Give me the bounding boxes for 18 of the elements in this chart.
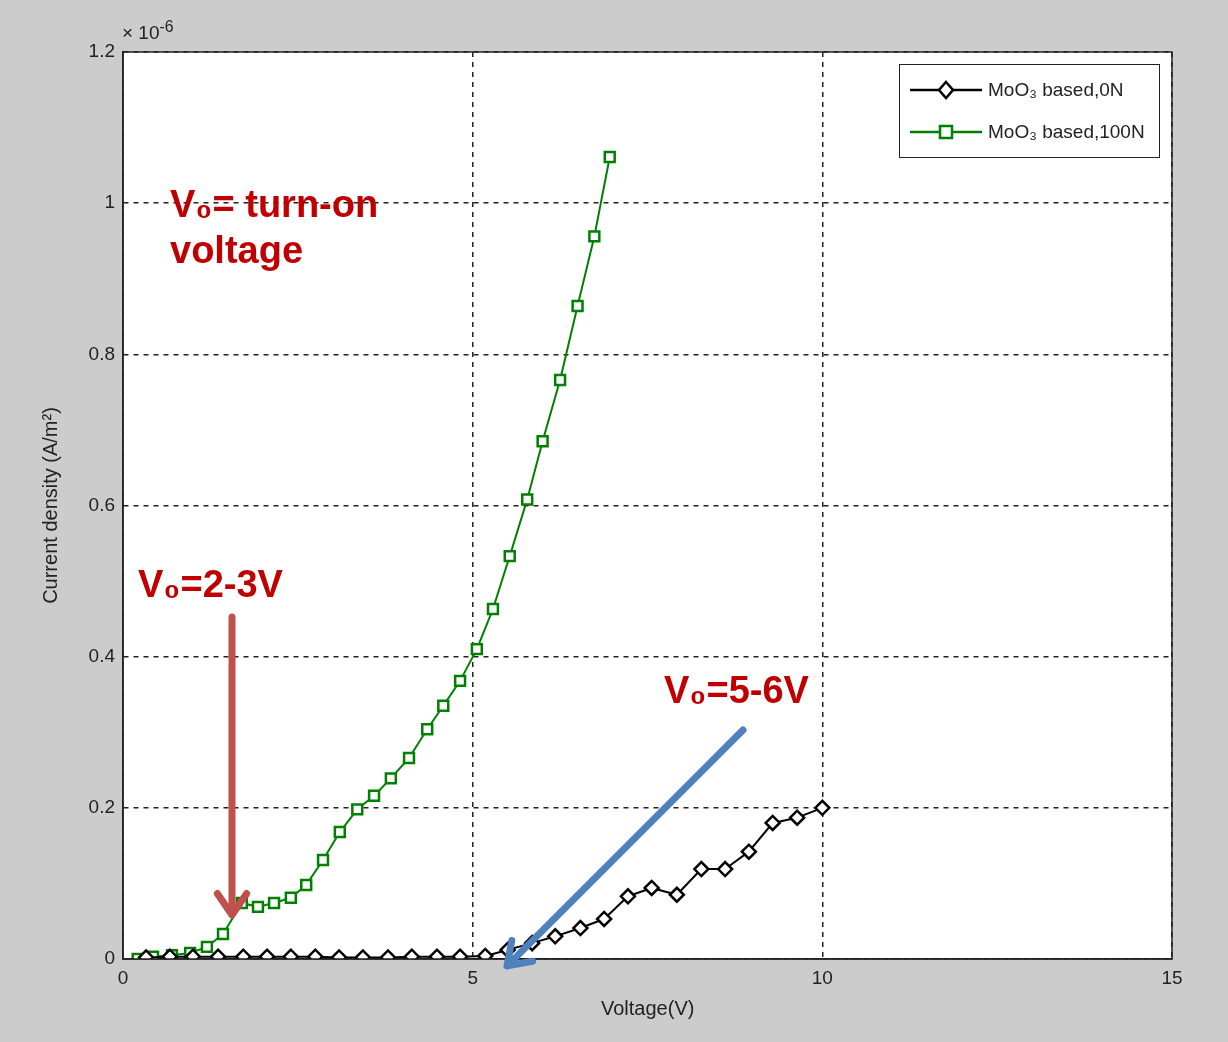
x-axis-title: Voltage(V): [601, 997, 695, 1020]
text: × 10$^{-6}$: [122, 18, 174, 45]
annotation: V₀= turn-on voltage: [170, 182, 380, 273]
y-tick-label: 0.8: [88, 342, 115, 364]
annotation: V₀=5-6V: [664, 668, 809, 713]
y-tick-label: 1.2: [88, 40, 115, 62]
annotation: V₀=2-3V: [138, 562, 283, 607]
x-tick-label: 5: [467, 966, 478, 988]
y-tick-label: 0.2: [88, 796, 115, 818]
y-tick-label: 0.6: [88, 493, 115, 515]
x-tick-label: 10: [811, 966, 833, 988]
legend-label: MoO₃ based,0N: [988, 79, 1124, 101]
y-tick-label: 0.4: [88, 644, 116, 666]
x-tick-label: 15: [1161, 966, 1183, 988]
y-tick-label: 0: [104, 947, 115, 969]
y-axis-title: Current density (A/m²): [38, 407, 62, 604]
y-tick-label: 1: [104, 191, 115, 213]
legend-label: MoO₃ based,100N: [988, 121, 1145, 143]
